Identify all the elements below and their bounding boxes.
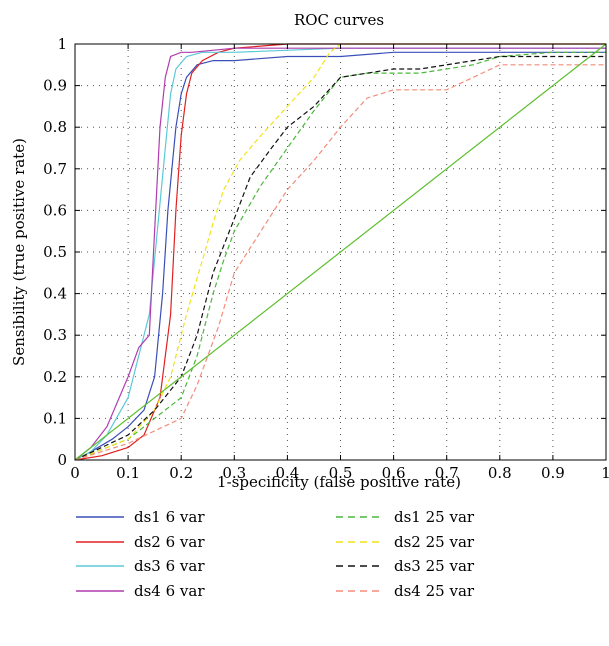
roc-chart: ROC curves 0 0.1 0.2 0.3 0.4 0.5 0.6 0.7 0.8 0.9 1… xyxy=(10,11,609,491)
legend-swatch xyxy=(74,559,126,573)
y-tick-label: 0 xyxy=(57,451,67,469)
legend-swatch xyxy=(334,535,386,549)
series-lines xyxy=(74,43,607,461)
legend-swatch xyxy=(334,584,386,598)
legend-column-right: ds1 25 var ds2 25 var ds3 25 var ds4 25 var xyxy=(334,505,474,603)
legend-label: ds1 25 var xyxy=(394,508,475,527)
y-tick-label: 0.5 xyxy=(43,243,67,261)
legend-item: ds1 25 var xyxy=(334,505,474,530)
y-tick-label: 0.6 xyxy=(43,201,67,219)
series-line-ds1-25-var xyxy=(74,51,606,461)
y-axis-label: Sensibility (true positive rate) xyxy=(10,138,28,366)
y-tick-label: 0.1 xyxy=(43,409,67,427)
legend-label: ds3 6 var xyxy=(134,557,205,576)
series-line-ds4-25-var xyxy=(74,64,606,461)
x-tick-label: 0.5 xyxy=(329,464,353,482)
x-tick-label: 0.4 xyxy=(275,464,299,482)
legend-item: ds3 6 var xyxy=(74,554,205,579)
x-tick-label: 0.1 xyxy=(116,464,140,482)
legend-label: ds2 6 var xyxy=(134,532,205,551)
legend-swatch xyxy=(334,559,386,573)
y-tick-label: 0.9 xyxy=(43,77,67,95)
x-tick-label: 0.8 xyxy=(488,464,512,482)
y-tick-label: 1 xyxy=(57,35,67,53)
x-tick-label: 0.6 xyxy=(382,464,406,482)
legend-item: ds2 25 var xyxy=(334,530,474,555)
x-tick-label: 0.3 xyxy=(222,464,246,482)
x-axis-label: 1-specificity (false positive rate) xyxy=(217,473,461,491)
legend-column-left: ds1 6 var ds2 6 var ds3 6 var ds4 6 var xyxy=(74,505,205,603)
legend-swatch xyxy=(74,535,126,549)
x-tick-label: 0.7 xyxy=(435,464,459,482)
legend-label: ds4 6 var xyxy=(134,581,205,600)
chance-diagonal-line xyxy=(74,43,607,461)
legend-item: ds1 6 var xyxy=(74,505,205,530)
y-tick-label: 0.4 xyxy=(43,285,67,303)
y-tick-label: 0.8 xyxy=(43,118,67,136)
series-line-ds4-6-var xyxy=(74,47,606,461)
legend: ds1 6 var ds2 6 var ds3 6 var ds4 6 var ds1… xyxy=(0,505,609,645)
legend-item: ds4 25 var xyxy=(334,579,474,604)
series-line-ds2-6-var xyxy=(74,43,606,461)
series-line-ds3-6-var xyxy=(74,47,606,461)
legend-label: ds2 25 var xyxy=(394,532,475,551)
chart-title: ROC curves xyxy=(294,11,384,29)
axis-ticks: 0 0.1 0.2 0.3 0.4 0.5 0.6 0.7 0.8 0.9 1 0 0.1 0.2 0.3 0… xyxy=(43,35,609,482)
legend-swatch xyxy=(74,510,126,524)
series-line-ds2-25-var xyxy=(74,43,606,461)
x-tick-label: 1 xyxy=(601,464,609,482)
y-tick-label: 0.2 xyxy=(43,368,67,386)
legend-label: ds4 25 var xyxy=(394,581,475,600)
x-tick-label: 0 xyxy=(70,464,80,482)
y-tick-label: 0.3 xyxy=(43,326,67,344)
legend-item: ds4 6 var xyxy=(74,579,205,604)
x-tick-label: 0.2 xyxy=(169,464,193,482)
legend-swatch xyxy=(334,510,386,524)
legend-label: ds1 6 var xyxy=(134,508,205,527)
x-tick-label: 0.9 xyxy=(541,464,565,482)
legend-item: ds2 6 var xyxy=(74,530,205,555)
legend-swatch xyxy=(74,584,126,598)
legend-label: ds3 25 var xyxy=(394,557,475,576)
series-line-ds1-6-var xyxy=(74,51,606,461)
y-tick-label: 0.7 xyxy=(43,160,67,178)
legend-item: ds3 25 var xyxy=(334,554,474,579)
series-line-ds3-25-var xyxy=(74,55,606,461)
